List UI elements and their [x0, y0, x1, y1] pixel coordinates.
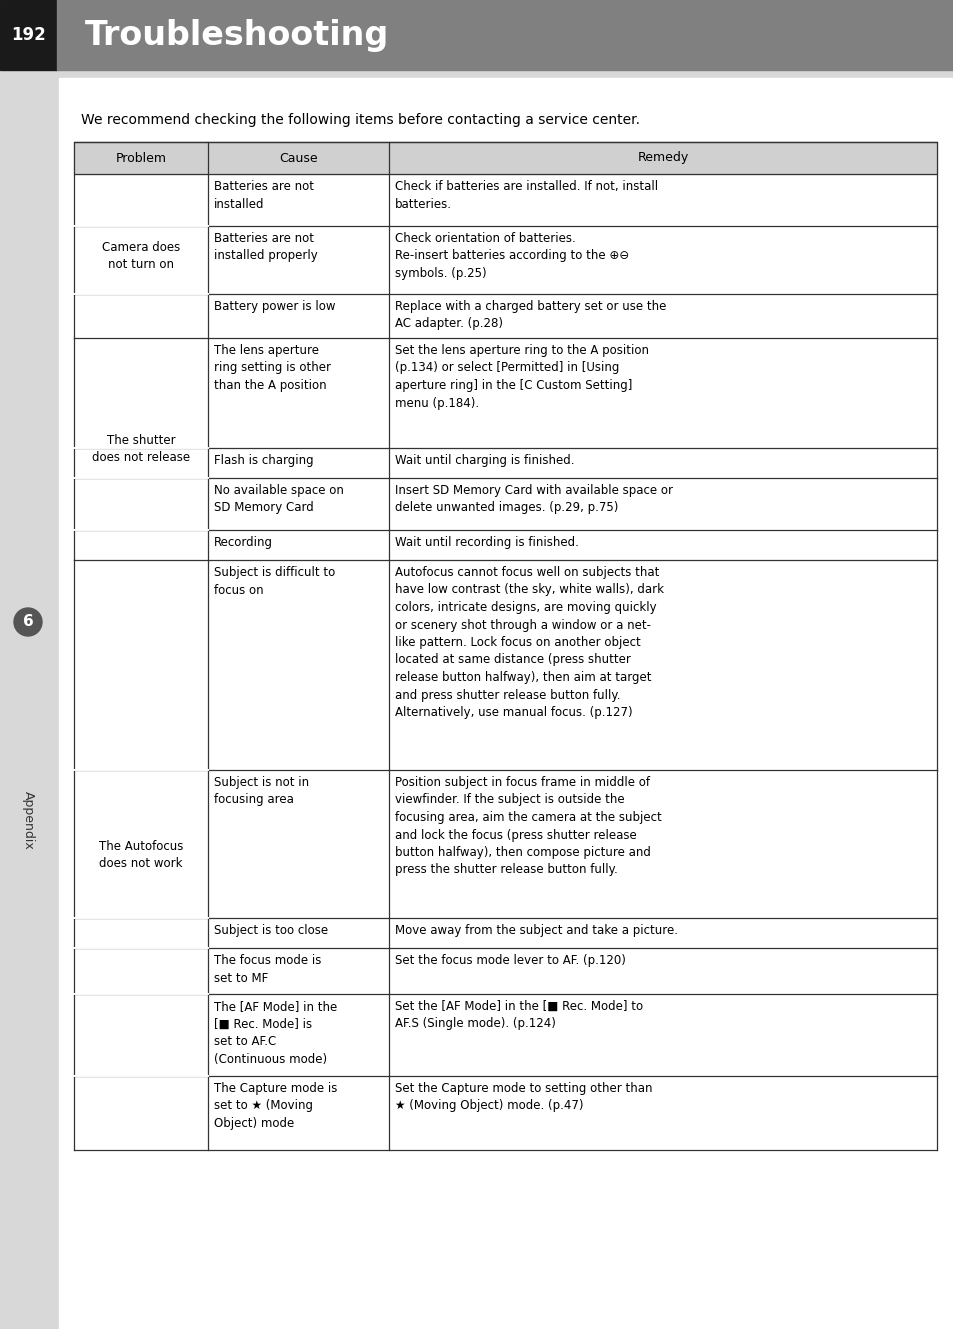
- Bar: [74, 174, 936, 226]
- Bar: [74, 530, 936, 560]
- Bar: [0, 0, 57, 70]
- Text: Replace with a charged battery set or use the
AC adapter. (p.28): Replace with a charged battery set or us…: [395, 300, 666, 331]
- Text: The [AF Mode] in the
[■ Rec. Mode] is
set to AF.C
(Continuous mode): The [AF Mode] in the [■ Rec. Mode] is se…: [213, 999, 336, 1066]
- Text: Wait until charging is finished.: Wait until charging is finished.: [395, 455, 574, 466]
- Bar: [74, 560, 936, 769]
- Bar: [74, 142, 936, 174]
- Text: Appendix: Appendix: [22, 791, 34, 849]
- Text: Position subject in focus frame in middle of
viewfinder. If the subject is outsi: Position subject in focus frame in middl…: [395, 776, 661, 877]
- Text: Insert SD Memory Card with available space or
delete unwanted images. (p.29, p.7: Insert SD Memory Card with available spa…: [395, 484, 672, 514]
- Text: Set the [AF Mode] in the [■ Rec. Mode] to
AF.S (Single mode). (p.124): Set the [AF Mode] in the [■ Rec. Mode] t…: [395, 999, 642, 1030]
- Text: Autofocus cannot focus well on subjects that
have low contrast (the sky, white w: Autofocus cannot focus well on subjects …: [395, 566, 663, 719]
- Bar: [74, 478, 936, 530]
- Circle shape: [14, 607, 42, 637]
- Text: Cause: Cause: [279, 152, 317, 165]
- Bar: [74, 918, 936, 948]
- Text: 6: 6: [23, 614, 33, 630]
- Text: The focus mode is
set to MF: The focus mode is set to MF: [213, 954, 321, 985]
- Text: Subject is not in
focusing area: Subject is not in focusing area: [213, 776, 309, 807]
- Text: Set the Capture mode to setting other than
★ (Moving Object) mode. (p.47): Set the Capture mode to setting other th…: [395, 1082, 652, 1112]
- Text: No available space on
SD Memory Card: No available space on SD Memory Card: [213, 484, 343, 514]
- Text: Batteries are not
installed properly: Batteries are not installed properly: [213, 233, 317, 263]
- Bar: [74, 294, 936, 338]
- Text: Set the focus mode lever to AF. (p.120): Set the focus mode lever to AF. (p.120): [395, 954, 625, 968]
- Text: Check orientation of batteries.
Re-insert batteries according to the ⊕⊖
symbols.: Check orientation of batteries. Re-inser…: [395, 233, 628, 280]
- Text: Subject is difficult to
focus on: Subject is difficult to focus on: [213, 566, 335, 597]
- Bar: [74, 142, 936, 174]
- Text: Troubleshooting: Troubleshooting: [85, 19, 389, 52]
- Text: Camera does
not turn on: Camera does not turn on: [102, 241, 180, 271]
- Bar: [74, 769, 936, 918]
- Bar: [74, 226, 936, 294]
- Text: The lens aperture
ring setting is other
than the A position: The lens aperture ring setting is other …: [213, 344, 331, 392]
- Text: We recommend checking the following items before contacting a service center.: We recommend checking the following item…: [81, 113, 639, 128]
- Text: Check if batteries are installed. If not, install
batteries.: Check if batteries are installed. If not…: [395, 179, 658, 210]
- Text: Subject is too close: Subject is too close: [213, 924, 328, 937]
- Text: Battery power is low: Battery power is low: [213, 300, 335, 314]
- Text: Problem: Problem: [115, 152, 166, 165]
- Text: Set the lens aperture ring to the A position
(p.134) or select [Permitted] in [U: Set the lens aperture ring to the A posi…: [395, 344, 648, 409]
- Bar: [74, 994, 936, 1076]
- Bar: [74, 1076, 936, 1150]
- Bar: [74, 448, 936, 478]
- Text: Batteries are not
installed: Batteries are not installed: [213, 179, 314, 210]
- Text: Remedy: Remedy: [637, 152, 688, 165]
- Bar: [74, 338, 936, 448]
- Text: The Capture mode is
set to ★ (Moving
Object) mode: The Capture mode is set to ★ (Moving Obj…: [213, 1082, 336, 1130]
- Text: Flash is charging: Flash is charging: [213, 455, 314, 466]
- Text: The Autofocus
does not work: The Autofocus does not work: [98, 840, 183, 870]
- Bar: [74, 948, 936, 994]
- Text: Wait until recording is finished.: Wait until recording is finished.: [395, 536, 578, 549]
- Text: The shutter
does not release: The shutter does not release: [91, 435, 190, 464]
- Text: 192: 192: [11, 27, 46, 44]
- Text: Move away from the subject and take a picture.: Move away from the subject and take a pi…: [395, 924, 678, 937]
- Text: Recording: Recording: [213, 536, 273, 549]
- Bar: [57, 0, 953, 70]
